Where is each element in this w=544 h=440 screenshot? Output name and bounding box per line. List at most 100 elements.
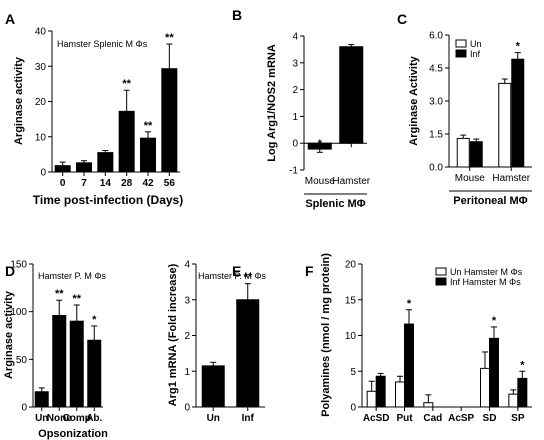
legend-label: Inf [470, 49, 481, 59]
y-tick-label: 2 [184, 331, 190, 342]
panel-d: D 0 50 100 150 Arginase activity Hamster P. M … [3, 260, 108, 440]
y-tick-label: 0 [21, 403, 27, 414]
y-axis-label: Arginase activity [3, 290, 15, 379]
significance-mark: ** [72, 293, 81, 305]
y-tick-label: 5 [350, 367, 356, 378]
panel-letter: A [5, 11, 15, 27]
y-tick-label: 15 [345, 295, 357, 306]
x-tick-label: Mouse [455, 173, 485, 184]
significance-mark: * [92, 314, 97, 326]
bar [161, 68, 178, 173]
y-tick-label: 40 [35, 27, 47, 38]
x-tick-label: 56 [164, 178, 176, 189]
y-tick-label: 3.0 [429, 97, 443, 108]
x-tick-label: Put [396, 413, 413, 424]
y-tick-label: 0 [40, 168, 46, 179]
significance-mark: * [516, 41, 521, 53]
significance-mark: ** [122, 78, 131, 90]
y-axis-label: Log Arg1/NOS2 mRNA [266, 44, 278, 162]
legend-swatch [455, 49, 467, 58]
y-tick-label: 20 [35, 97, 47, 108]
bar [366, 390, 377, 408]
bar [69, 320, 84, 408]
x-tick-label: Hamster [492, 173, 530, 184]
bar [375, 375, 386, 408]
y-tick-label: 0 [292, 139, 298, 150]
y-tick-label: 1 [184, 367, 190, 378]
x-tick-label: AcSD [363, 413, 390, 424]
x-tick-label: Inf [242, 413, 255, 424]
x-tick-label: SP [511, 413, 525, 424]
bar [87, 339, 102, 408]
y-tick-label: 50 [16, 355, 28, 366]
x-axis-label: Opsonization [38, 428, 108, 440]
x-tick-label: Mouse [305, 176, 335, 187]
panel-letter: B [232, 7, 242, 23]
significance-mark: ** [55, 288, 64, 300]
significance-mark: ** [243, 272, 252, 284]
significance-mark: * [492, 315, 497, 327]
y-axis-label: Arginase activity [13, 56, 25, 145]
significance-mark: * [520, 359, 525, 371]
panel-b: B -1 0 1 2 3 4 Log Arg1/NOS2 mRNA Mouse * Hamster S… [232, 7, 371, 210]
bar [54, 165, 71, 173]
x-tick-label: 0 [60, 178, 66, 189]
x-tick-label: AcSP [448, 413, 474, 424]
x-tick-label: SD [483, 413, 497, 424]
panel-letter: E [232, 263, 241, 279]
bar [34, 391, 49, 408]
bar [489, 337, 499, 408]
bar [118, 110, 135, 173]
x-tick-label: Hamster [332, 176, 370, 187]
y-tick-label: 2 [292, 85, 298, 96]
y-tick-label: 20 [345, 260, 357, 271]
x-tick-label: Comp [63, 413, 91, 424]
x-tick-label: Cad [423, 413, 442, 424]
panel-e: E 0 1 2 3 4 Arg1 mRNA (Fold increase) Hamster P… [167, 260, 267, 425]
x-axis-label: Time post-infection (Days) [33, 193, 183, 207]
panel-letter: D [5, 263, 15, 279]
significance-mark: ** [165, 32, 174, 44]
y-tick-label: 0.0 [429, 163, 443, 174]
x-tick-label: 42 [142, 178, 154, 189]
bar [97, 152, 114, 173]
x-tick-label: Un [207, 413, 220, 424]
bar [423, 402, 434, 408]
y-tick-label: 10 [345, 331, 357, 342]
bar [404, 323, 414, 408]
bar [201, 365, 225, 408]
y-tick-label: -1 [289, 166, 298, 177]
bar [469, 141, 483, 168]
bar [511, 58, 525, 168]
y-tick-label: 30 [35, 62, 47, 73]
x-axis-label: Peritoneal MΦ [453, 195, 527, 207]
significance-mark: ** [144, 120, 153, 132]
y-tick-label: 4 [292, 32, 298, 43]
y-tick-label: 10 [35, 132, 47, 143]
legend-label: Un [470, 39, 482, 49]
x-tick-label: Un [35, 413, 48, 424]
y-tick-label: 6.0 [429, 31, 443, 42]
bar [140, 137, 156, 173]
bar [480, 367, 490, 408]
x-tick-label: Ab. [86, 413, 102, 424]
legend-swatch [435, 277, 447, 286]
x-axis-label: Splenic MΦ [305, 198, 365, 210]
y-tick-label: 1 [292, 112, 298, 123]
bar [508, 393, 519, 408]
y-tick-label: 0 [184, 403, 190, 414]
panel-letter: C [397, 11, 407, 27]
x-tick-label: None [47, 413, 72, 424]
bar [498, 82, 512, 168]
panel-f: F 0 5 10 15 20 Polyamines (nmol / mg protein) A… [305, 253, 532, 424]
y-tick-label: 100 [10, 307, 27, 318]
panel-annotation: Hamster P. M Φs [198, 271, 267, 281]
panel-letter: F [305, 263, 314, 279]
bar [236, 299, 260, 408]
bar [456, 137, 470, 168]
y-axis-label: Polyamines (nmol / mg protein) [320, 253, 332, 417]
legend-label: Inf Hamster M Φs [450, 277, 521, 287]
y-tick-label: 3 [292, 58, 298, 69]
significance-mark: * [407, 298, 412, 310]
